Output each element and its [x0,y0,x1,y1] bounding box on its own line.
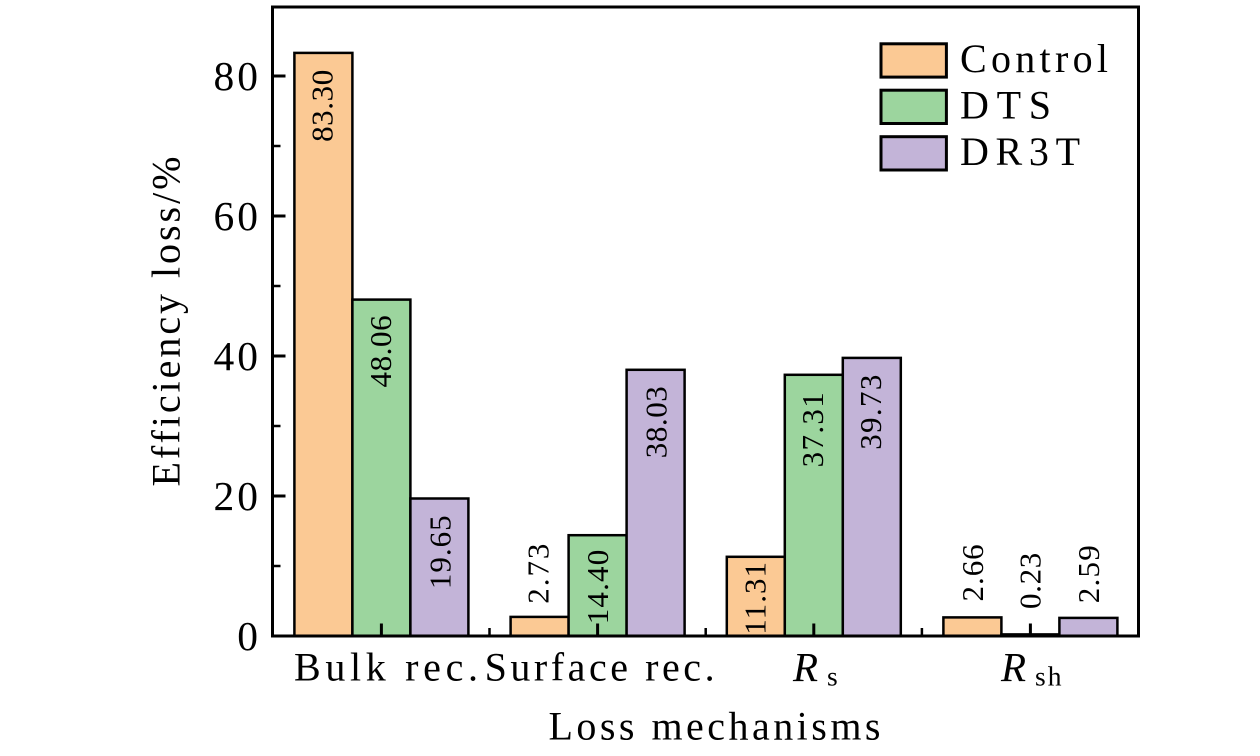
svg-text:39.73: 39.73 [853,375,888,450]
svg-text:0.23: 0.23 [1013,553,1048,609]
svg-text:83.30: 83.30 [305,70,340,142]
svg-text:Loss mechanisms: Loss mechanisms [549,704,881,749]
svg-text:DTS: DTS [960,83,1051,128]
svg-text:2.66: 2.66 [955,544,990,601]
svg-text:2.59: 2.59 [1071,545,1106,603]
svg-text:14.40: 14.40 [580,550,615,625]
svg-text:37.31: 37.31 [795,392,830,467]
svg-text:DR3T: DR3T [960,129,1080,174]
svg-text:Control: Control [960,36,1108,81]
svg-text:Efficiency loss/%: Efficiency loss/% [144,157,189,487]
svg-text:Surface rec.: Surface rec. [485,645,715,690]
svg-text:11.31: 11.31 [738,562,773,635]
svg-text:0: 0 [237,613,258,659]
svg-text:48.06: 48.06 [363,315,398,387]
svg-text:2.73: 2.73 [521,544,556,604]
svg-text:19.65: 19.65 [422,515,457,589]
svg-text:38.03: 38.03 [639,386,674,458]
